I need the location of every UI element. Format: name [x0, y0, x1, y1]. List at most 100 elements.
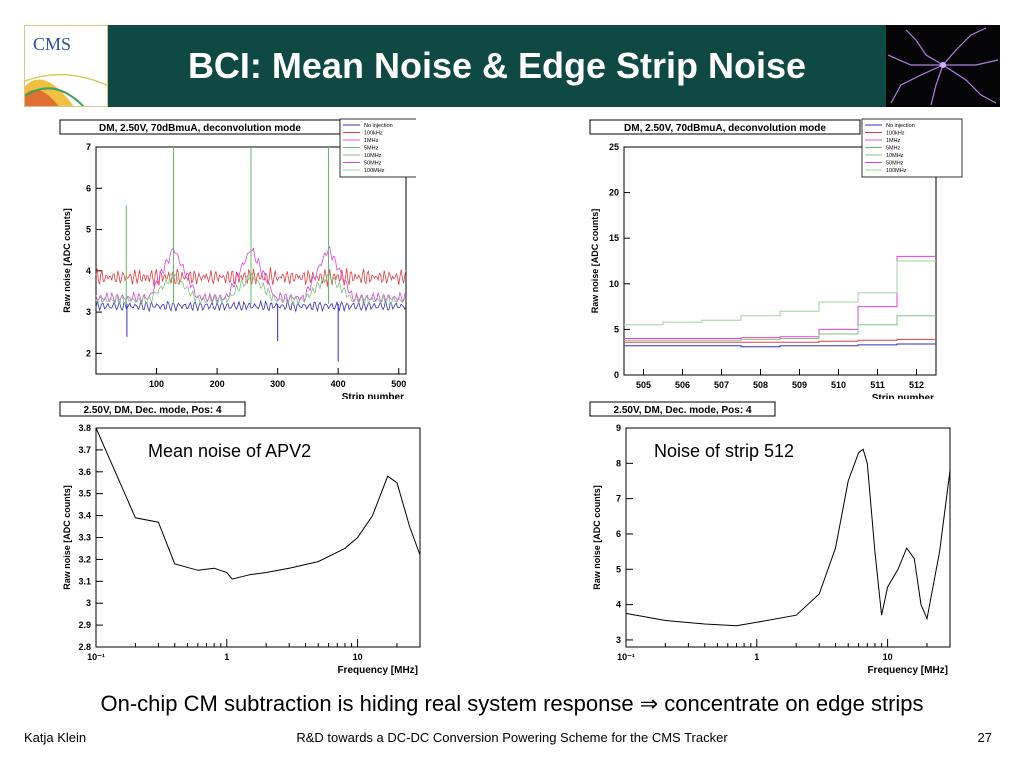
cms-logo-graphic: CMS	[25, 26, 107, 106]
y-tick-label: 4	[616, 600, 621, 610]
legend-entry: 10MHz	[886, 153, 904, 159]
y-tick-label: 10	[609, 279, 619, 289]
plot-strip-noise: DM, 2.50V, 70dBmuA, deconvolution mode Ra…	[56, 117, 416, 402]
legend-entry: 5MHz	[886, 146, 901, 152]
legend-entry: No injection	[886, 123, 915, 129]
x-axis-label: Strip number	[342, 392, 404, 402]
x-axis-label: Strip number	[872, 393, 934, 402]
y-tick-label: 25	[609, 142, 619, 152]
y-tick-label: 3.7	[78, 445, 91, 455]
x-tick-label: 10⁻¹	[617, 652, 635, 662]
x-tick-label: 300	[270, 379, 285, 389]
x-axis-label: Frequency [MHz]	[337, 665, 418, 676]
legend-entry: 5MHz	[364, 146, 379, 152]
title-box	[589, 119, 861, 135]
x-tick-label: 506	[675, 380, 690, 390]
footer-page-number: 27	[977, 730, 992, 745]
x-tick-label: 100	[149, 379, 164, 389]
annotation-strip512: Noise of strip 512	[654, 441, 795, 462]
y-tick-label: 3.5	[78, 489, 91, 499]
y-tick-label: 3.1	[78, 576, 91, 586]
plot-title: DM, 2.50V, 70dBmuA, deconvolution mode	[624, 123, 826, 134]
legend-entry: 10MHz	[364, 153, 382, 159]
x-tick-label: 505	[636, 380, 651, 390]
x-tick-label: 10	[883, 652, 893, 662]
y-tick-label: 6	[616, 529, 621, 539]
y-tick-label: 3.8	[78, 423, 91, 433]
series-step	[624, 315, 936, 341]
y-axis-label: Raw noise [ADC counts]	[592, 485, 602, 590]
y-tick-label: 5	[86, 225, 91, 235]
logo-text: CMS	[33, 34, 71, 54]
x-tick-label: 507	[714, 380, 729, 390]
y-tick-label: 6	[86, 183, 91, 193]
title-box	[589, 401, 776, 417]
annotation-mean-noise: Mean noise of APV2	[148, 441, 312, 462]
footer-author: Katja Klein	[24, 730, 87, 745]
plot-frame	[95, 427, 421, 648]
x-tick-label: 508	[753, 380, 768, 390]
bottom-statement: On-chip CM subtraction is hiding real sy…	[100, 691, 924, 716]
y-tick-label: 3	[86, 598, 91, 608]
x-tick-label: 510	[831, 380, 846, 390]
legend-entry: No injection	[364, 123, 393, 129]
plot-edge-strip-noise: DM, 2.50V, 70dBmuA, deconvolution mode Ra…	[586, 117, 976, 402]
noise-curve	[95, 427, 421, 580]
discharge-photo	[886, 25, 1000, 107]
y-tick-label: 3.6	[78, 467, 91, 477]
x-tick-label: 200	[210, 379, 225, 389]
y-tick-label: 2.9	[78, 620, 91, 630]
y-tick-label: 0	[614, 370, 619, 380]
y-tick-label: 15	[609, 233, 619, 243]
y-tick-label: 3	[616, 635, 621, 645]
y-tick-label: 3.3	[78, 533, 91, 543]
x-tick-label: 512	[909, 380, 924, 390]
x-tick-label: 511	[870, 380, 885, 390]
title-bar	[108, 25, 886, 107]
plot-frame	[625, 427, 951, 648]
series-step	[624, 255, 936, 339]
noise-curve	[625, 448, 951, 627]
y-tick-label: 20	[609, 188, 619, 198]
y-tick-label: 3	[86, 307, 91, 317]
y-tick-label: 9	[616, 423, 621, 433]
y-tick-label: 5	[616, 564, 621, 574]
y-axis-label: Raw noise [ADC counts]	[590, 209, 600, 314]
x-tick-label: 1	[224, 652, 229, 662]
legend-entry: 1MHz	[364, 138, 379, 144]
y-tick-label: 3.2	[78, 554, 91, 564]
x-tick-label: 400	[331, 379, 346, 389]
legend-entry: 50MHz	[886, 161, 904, 167]
y-axis-label: Raw noise [ADC counts]	[62, 485, 72, 590]
y-tick-label: 4	[86, 266, 91, 276]
y-tick-label: 2	[86, 348, 91, 358]
legend-entry: 100kHz	[886, 131, 905, 137]
x-tick-label: 10	[353, 652, 363, 662]
footer-title: R&D towards a DC-DC Conversion Powering …	[296, 730, 728, 745]
series-step	[624, 260, 936, 326]
lightning-image	[886, 25, 1000, 107]
slide-title: BCI: Mean Noise & Edge Strip Noise	[187, 45, 807, 86]
plot-title: 2.50V, DM, Dec. mode, Pos: 4	[83, 405, 221, 416]
plot-title: DM, 2.50V, 70dBmuA, deconvolution mode	[99, 123, 301, 134]
legend-entry: 50MHz	[364, 161, 382, 167]
series-step	[624, 338, 936, 343]
legend-entry: 100MHz	[364, 168, 385, 174]
x-axis-label: Frequency [MHz]	[867, 665, 948, 676]
plot-title: 2.50V, DM, Dec. mode, Pos: 4	[613, 405, 751, 416]
x-tick-label: 500	[391, 379, 406, 389]
series-line	[95, 299, 407, 313]
cms-logo: CMS	[24, 25, 108, 107]
x-tick-label: 509	[792, 380, 807, 390]
y-tick-label: 3.4	[78, 511, 91, 521]
title-box	[59, 401, 246, 417]
legend-entry: 100MHz	[886, 168, 907, 174]
x-tick-label: 10⁻¹	[87, 652, 105, 662]
legend-entry: 100kHz	[364, 131, 383, 137]
y-tick-label: 8	[616, 458, 621, 468]
y-tick-label: 2.8	[78, 642, 91, 652]
legend-entry: 1MHz	[886, 138, 901, 144]
y-tick-label: 7	[86, 142, 91, 152]
y-tick-label: 5	[614, 324, 619, 334]
y-axis-label: Raw noise [ADC counts]	[62, 208, 72, 313]
